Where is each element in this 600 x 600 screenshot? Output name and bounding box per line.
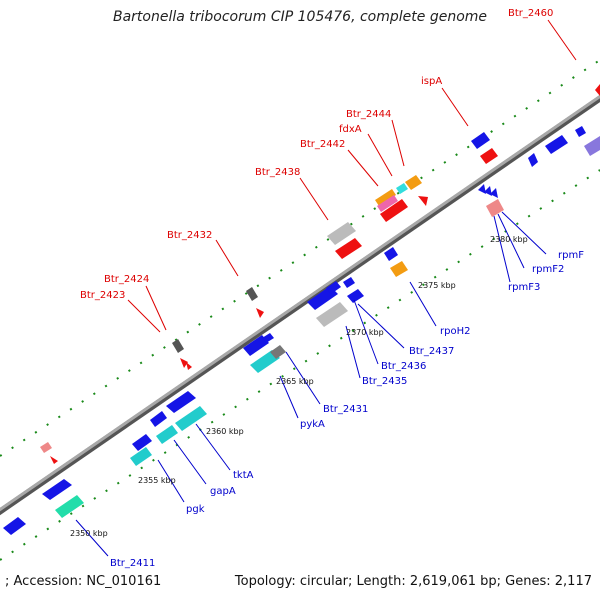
genome-backbone-shadow <box>0 94 600 516</box>
gene-teal[interactable] <box>250 350 280 373</box>
gene-blue[interactable] <box>150 411 167 427</box>
gene-grey[interactable] <box>327 222 356 245</box>
gene-blue[interactable] <box>471 132 490 149</box>
gene-red-arrow[interactable] <box>50 456 58 464</box>
forward-genes <box>3 84 600 535</box>
gene-blue[interactable] <box>545 135 568 154</box>
map-title: Bartonella tribocorum CIP 105476, comple… <box>112 9 488 25</box>
gene-grey[interactable] <box>172 339 184 353</box>
gene-grey[interactable] <box>270 345 286 359</box>
gene-pink[interactable] <box>377 195 398 212</box>
label-rpoH2[interactable]: rpoH2 <box>440 326 470 337</box>
gene-cyan[interactable] <box>396 183 408 194</box>
gene-blue[interactable] <box>243 335 269 356</box>
gene-blue[interactable] <box>575 126 586 137</box>
label-rpmF[interactable]: rpmF <box>558 250 584 261</box>
gene-blue[interactable] <box>3 517 26 535</box>
gene-blue[interactable] <box>166 391 196 413</box>
gene-red[interactable] <box>335 238 362 259</box>
leader-lines <box>75 19 577 557</box>
gene-red-arrow[interactable] <box>595 84 600 96</box>
gene-purple[interactable] <box>584 136 600 156</box>
label-Btr_2436[interactable]: Btr_2436 <box>381 361 426 372</box>
gene-red-arrow[interactable] <box>418 196 428 206</box>
label-Btr_2437[interactable]: Btr_2437 <box>409 346 454 357</box>
gene-red-arrow[interactable] <box>256 308 264 318</box>
label-Btr_2460[interactable]: Btr_2460 <box>508 8 553 19</box>
tick-label: 2375 kbp <box>418 281 456 290</box>
gene-teal[interactable] <box>55 495 84 518</box>
gene-blue[interactable] <box>326 281 341 294</box>
gene-teal[interactable] <box>156 425 178 444</box>
label-Btr_2438[interactable]: Btr_2438 <box>255 167 300 178</box>
gene-blue[interactable] <box>478 184 486 194</box>
label-Btr_2431[interactable]: Btr_2431 <box>323 404 368 415</box>
gene-teal[interactable] <box>130 447 152 466</box>
gene-orange[interactable] <box>390 261 408 277</box>
gene-red-arrow[interactable] <box>186 362 192 370</box>
bottom-labels: rpmF rpmF2 rpmF3 rpoH2 Btr_2437 Btr_2436… <box>110 250 584 569</box>
genome-backbone <box>0 94 600 512</box>
label-Btr_2444[interactable]: Btr_2444 <box>346 109 391 120</box>
gene-red[interactable] <box>380 199 408 222</box>
label-fdxA[interactable]: fdxA <box>339 124 362 135</box>
label-rpmF2[interactable]: rpmF2 <box>532 264 564 275</box>
gene-grey[interactable] <box>246 287 258 301</box>
tick-label: 2360 kbp <box>206 427 244 436</box>
tick-label: 2380 kbp <box>490 235 528 244</box>
gene-blue[interactable] <box>262 333 274 343</box>
label-pgk[interactable]: pgk <box>186 504 205 515</box>
label-Btr_2432[interactable]: Btr_2432 <box>167 230 212 241</box>
label-Btr_2435[interactable]: Btr_2435 <box>362 376 407 387</box>
label-Btr_2442[interactable]: Btr_2442 <box>300 139 345 150</box>
gene-blue[interactable] <box>347 289 364 303</box>
gene-teal[interactable] <box>175 406 207 431</box>
tick-label: 2365 kbp <box>276 377 314 386</box>
tick-label: 2350 kbp <box>70 529 108 538</box>
gene-red-arrow[interactable] <box>180 358 188 368</box>
gene-blue[interactable] <box>132 434 152 451</box>
gene-orange[interactable] <box>375 189 396 206</box>
gene-blue[interactable] <box>490 188 498 198</box>
gene-grey[interactable] <box>316 302 348 327</box>
gene-blue[interactable] <box>384 247 398 261</box>
label-ispA[interactable]: ispA <box>421 76 442 87</box>
gene-pink[interactable] <box>486 199 504 217</box>
gene-blue[interactable] <box>343 277 355 288</box>
gene-pink[interactable] <box>40 442 52 453</box>
reverse-strand-guide <box>0 169 600 561</box>
label-Btr_2411[interactable]: Btr_2411 <box>110 558 155 569</box>
forward-strand-guide <box>0 59 600 457</box>
scale-ticks: 2350 kbp 2355 kbp 2360 kbp 2365 kbp 2370… <box>70 235 528 538</box>
tick-label: 2355 kbp <box>138 476 176 485</box>
gene-orange[interactable] <box>405 175 422 190</box>
label-tktA[interactable]: tktA <box>233 470 254 481</box>
accession-text: ; Accession: NC_010161 <box>5 574 162 589</box>
label-rpmF3[interactable]: rpmF3 <box>508 282 540 293</box>
tick-label: 2370 kbp <box>346 328 384 337</box>
label-Btr_2424[interactable]: Btr_2424 <box>104 274 149 285</box>
label-Btr_2423[interactable]: Btr_2423 <box>80 290 125 301</box>
gene-red[interactable] <box>480 148 498 164</box>
label-gapA[interactable]: gapA <box>210 486 236 497</box>
top-labels: Btr_2460 ispA Btr_2444 fdxA Btr_2442 Btr… <box>80 8 553 301</box>
genome-summary-text: Topology: circular; Length: 2,619,061 bp… <box>234 574 592 589</box>
gene-blue[interactable] <box>42 479 72 500</box>
label-pykA[interactable]: pykA <box>300 419 325 430</box>
gene-blue[interactable] <box>484 186 492 196</box>
gene-blue[interactable] <box>528 153 538 167</box>
